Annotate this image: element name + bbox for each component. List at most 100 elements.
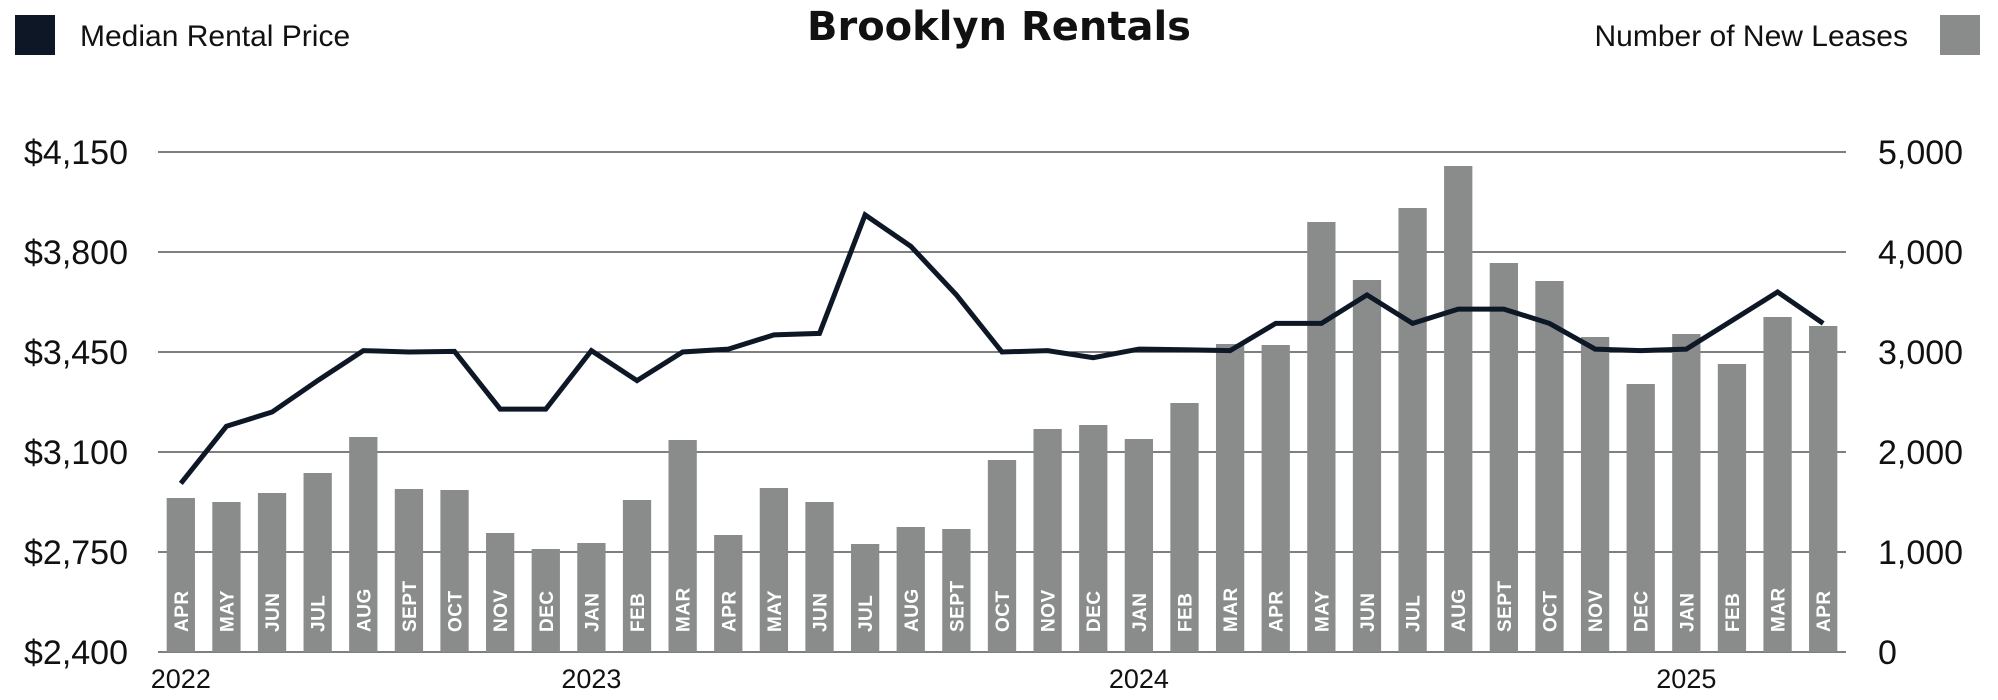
lease-bars (166, 166, 1838, 652)
year-labels: 2022 2023 2024 2025 (151, 664, 1717, 694)
lease-bar (577, 543, 606, 652)
month-label: JUL (856, 595, 877, 632)
lease-bar (1626, 384, 1655, 652)
lease-bar (1398, 208, 1427, 652)
month-label: NOV (1586, 589, 1607, 632)
month-label: APR (719, 590, 740, 632)
month-label: JAN (1677, 592, 1698, 632)
lease-bar (1261, 345, 1290, 652)
legend-bars-label: Number of New Leases (1595, 20, 1908, 53)
lease-bar (303, 473, 332, 652)
chart-title: Brooklyn Rentals (807, 4, 1191, 50)
month-label: JAN (1130, 592, 1151, 632)
lease-bar (394, 489, 424, 652)
lease-bar (531, 549, 560, 652)
month-label: MAY (1312, 590, 1333, 632)
month-label: OCT (993, 590, 1014, 632)
month-label: JUL (1404, 595, 1425, 632)
left-tick-label: $3,800 (24, 234, 128, 272)
lease-bar (212, 502, 241, 652)
month-label: MAY (217, 590, 238, 632)
legend-bars-swatch (1940, 15, 1980, 55)
year-label: 2025 (1656, 664, 1716, 694)
left-tick-label: $3,100 (24, 434, 128, 472)
month-label: JAN (582, 592, 603, 632)
lease-bar (1580, 337, 1610, 652)
month-label: JUL (309, 595, 330, 632)
month-label: AUG (1449, 588, 1470, 632)
lease-bar (440, 490, 469, 652)
lease-bar (1170, 403, 1199, 652)
month-label: MAY (765, 590, 786, 632)
right-tick-label: 0 (1878, 634, 1897, 672)
month-labels: APR MAY JUN JUL AUG SEPT OCT NOV DEC JAN FEB MAR APR… (172, 580, 1835, 632)
month-label: FEB (628, 593, 649, 633)
lease-bar (486, 533, 515, 652)
month-label: MAR (1221, 587, 1242, 632)
lease-bar (1307, 222, 1336, 652)
lease-bar (942, 529, 971, 652)
lease-bar (1489, 263, 1518, 652)
left-axis: $4,150 $3,800 $3,450 $3,100 $2,750 $2,400 (24, 134, 128, 672)
year-label: 2023 (561, 664, 621, 694)
month-label: AUG (902, 588, 923, 632)
month-label: MAR (674, 587, 695, 632)
lease-bar (1672, 334, 1701, 652)
month-label: JUN (1358, 592, 1379, 632)
month-label: SEPT (400, 580, 421, 632)
right-tick-label: 2,000 (1878, 434, 1963, 472)
lease-bar (1124, 439, 1154, 652)
lease-bar (850, 544, 880, 652)
month-label: APR (172, 590, 193, 632)
month-label: MAR (1769, 587, 1790, 632)
legend-line-swatch (15, 15, 55, 55)
month-label: SEPT (947, 580, 968, 632)
lease-bar (896, 527, 925, 652)
right-tick-label: 5,000 (1878, 134, 1963, 172)
left-tick-label: $4,150 (24, 134, 128, 172)
left-tick-label: $3,450 (24, 334, 128, 372)
lease-bar (166, 498, 195, 652)
lease-bar (1809, 326, 1838, 652)
month-label: APR (1814, 590, 1835, 632)
median-price-line (178, 211, 1825, 485)
month-label: AUG (354, 588, 375, 632)
legend-line-label: Median Rental Price (80, 20, 350, 53)
lease-bar (1215, 344, 1245, 652)
lease-bar (1535, 281, 1564, 652)
lease-bar (1352, 280, 1382, 652)
lease-bar (1079, 425, 1108, 652)
lease-bar (759, 488, 789, 652)
month-label: NOV (491, 589, 512, 632)
month-label: DEC (1632, 590, 1653, 632)
month-label: JUN (263, 592, 284, 632)
month-label: APR (1267, 590, 1288, 632)
month-label: FEB (1723, 593, 1744, 633)
right-tick-label: 4,000 (1878, 234, 1963, 272)
lease-bar (714, 535, 743, 652)
month-label: NOV (1039, 589, 1060, 632)
lease-bar (805, 502, 834, 652)
left-tick-label: $2,400 (24, 634, 128, 672)
month-label: SEPT (1495, 580, 1516, 632)
lease-bar (1763, 317, 1792, 652)
right-axis: 5,000 4,000 3,000 2,000 1,000 0 (1878, 134, 1963, 672)
right-tick-label: 1,000 (1878, 534, 1963, 572)
lease-bar (987, 460, 1017, 652)
lease-bar (349, 437, 378, 652)
lease-bar (1444, 166, 1473, 652)
lease-bar (668, 440, 697, 652)
left-tick-label: $2,750 (24, 534, 128, 572)
lease-bar (1033, 429, 1062, 652)
month-label: DEC (1084, 590, 1105, 632)
month-label: OCT (446, 590, 467, 632)
lease-bar (1717, 364, 1747, 652)
month-label: OCT (1540, 590, 1561, 632)
year-label: 2022 (151, 664, 211, 694)
month-label: DEC (537, 590, 558, 632)
lease-bar (257, 493, 287, 652)
year-label: 2024 (1109, 664, 1169, 694)
month-label: FEB (1175, 593, 1196, 633)
right-tick-label: 3,000 (1878, 334, 1963, 372)
